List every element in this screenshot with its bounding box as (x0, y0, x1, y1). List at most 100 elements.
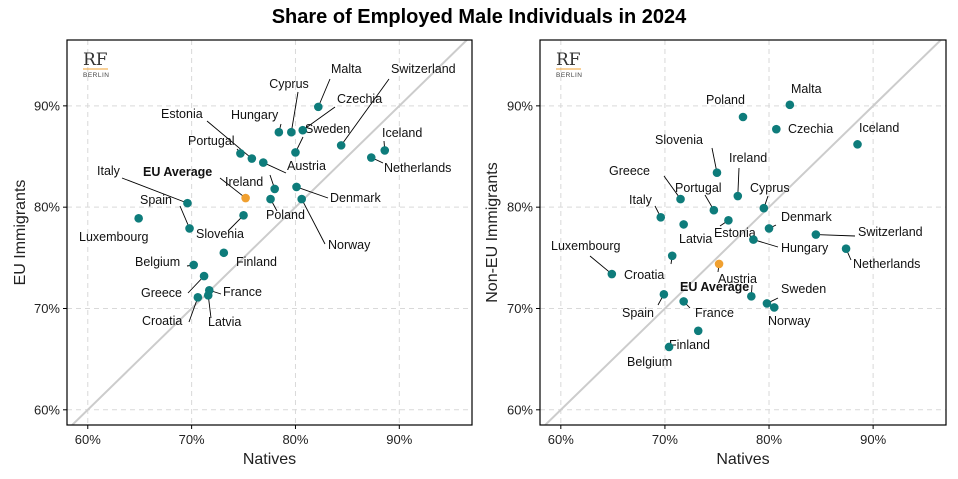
y-tick-label: 70% (507, 301, 533, 316)
data-point-iceland (853, 140, 862, 149)
point-label-france: France (695, 306, 734, 320)
point-label-denmark: Denmark (330, 191, 381, 205)
x-tick-label: 60% (548, 432, 574, 447)
point-label-belgium: Belgium (627, 355, 672, 369)
point-label-finland: Finland (669, 338, 710, 352)
data-point-cyprus (287, 127, 296, 137)
data-point-hungary (274, 127, 284, 137)
data-point-italy (656, 213, 666, 222)
data-point-switzerland (336, 141, 346, 150)
point-label-eu-average: EU Average (143, 165, 212, 179)
point-label-austria: Austria (718, 272, 757, 286)
leader-line-cyprus (290, 91, 299, 133)
leader-line-malta (317, 78, 331, 108)
data-point-ireland (733, 191, 743, 201)
point-label-netherlands: Netherlands (384, 161, 451, 175)
point-label-slovenia: Slovenia (655, 133, 703, 147)
point-label-sweden: Sweden (305, 122, 350, 136)
data-point-ireland (270, 184, 279, 194)
data-point-austria (258, 158, 268, 167)
y-tick-label: 90% (34, 98, 60, 113)
leader-line-denmark (296, 186, 329, 199)
x-tick-label: 90% (386, 432, 412, 447)
data-point-luxembourg (607, 269, 617, 279)
point-label-switzerland: Switzerland (858, 225, 923, 239)
diagonal-reference-line (71, 40, 468, 425)
point-label-iceland: Iceland (382, 126, 422, 140)
point-label-latvia: Latvia (208, 315, 241, 329)
data-point-italy (183, 198, 192, 208)
point-label-denmark: Denmark (781, 210, 832, 224)
data-point-denmark (292, 182, 301, 192)
point-label-spain: Spain (140, 193, 172, 207)
point-label-france: France (223, 285, 262, 299)
point-label-netherlands: Netherlands (853, 257, 920, 271)
data-point-finland (693, 326, 703, 336)
logo-text: RF (83, 50, 108, 70)
leader-line-greece (663, 175, 681, 200)
leader-line-czechia (302, 106, 336, 131)
y-tick-label: 70% (34, 301, 60, 316)
x-axis-title: Natives (243, 451, 296, 468)
point-label-italy: Italy (629, 193, 653, 207)
rf-berlin-logo: RF BERLIN (83, 50, 109, 79)
y-axis-title: EU Immigrants (12, 180, 29, 286)
chart-title: Share of Employed Male Individuals in 20… (272, 6, 687, 28)
point-label-iceland: Iceland (859, 121, 899, 135)
plot-frame (66, 39, 473, 426)
point-label-cyprus: Cyprus (269, 77, 309, 91)
logo-subtext: BERLIN (83, 72, 109, 79)
data-point-luxembourg (134, 214, 143, 223)
data-point-czechia (298, 125, 308, 135)
data-point-netherlands (841, 244, 851, 254)
point-label-portugal: Portugal (675, 181, 722, 195)
data-point-eu-average (714, 259, 724, 269)
left-panel-eu-immigrants: 60% 60% 70% 70% 80% 80% 90% 90% Natives EU Immigr… (12, 39, 473, 468)
data-point-norway (769, 303, 779, 312)
point-label-belgium: Belgium (135, 255, 180, 269)
x-tick-label: 90% (860, 432, 886, 447)
x-tick-label: 60% (75, 432, 101, 447)
x-axis-title: Natives (716, 451, 769, 468)
point-label-estonia: Estonia (161, 107, 203, 121)
data-point-greece (199, 271, 209, 281)
plot-frame (539, 39, 947, 426)
data-point-switzerland (811, 230, 821, 239)
rf-berlin-logo: RF BERLIN (556, 50, 582, 79)
data-point-spain (185, 224, 194, 233)
x-tick-label: 70% (652, 432, 678, 447)
data-point-latvia (679, 220, 688, 229)
y-tick-label: 80% (507, 200, 533, 215)
data-point-portugal (236, 149, 245, 158)
point-label-malta: Malta (331, 62, 362, 76)
point-label-estonia: Estonia (714, 226, 756, 240)
leader-line-switzerland (815, 234, 856, 237)
point-label-eu-average: EU Average (680, 280, 749, 294)
data-point-estonia (724, 216, 733, 225)
data-point-greece (676, 194, 685, 204)
data-point-hungary (749, 235, 758, 244)
data-point-belgium (664, 342, 674, 352)
data-point-denmark (764, 224, 774, 233)
data-point-estonia (247, 154, 257, 163)
point-label-latvia: Latvia (679, 232, 712, 246)
point-label-hungary: Hungary (231, 108, 279, 122)
leader-line-eu-average (219, 177, 246, 199)
point-label-croatia: Croatia (142, 314, 182, 328)
data-point-sweden (291, 148, 300, 157)
point-label-switzerland: Switzerland (391, 62, 456, 76)
point-label-malta: Malta (791, 82, 822, 96)
data-point-austria (747, 292, 756, 301)
logo-text: RF (556, 50, 581, 70)
data-point-netherlands (366, 153, 376, 162)
data-point-sweden (762, 299, 772, 308)
point-label-czechia: Czechia (337, 92, 382, 106)
diagonal-reference-line (544, 40, 942, 425)
right-panel-non-eu-immigrants: 60% 60% 70% 70% 80% 80% 90% 90% Natives Non-EU Im… (484, 39, 947, 468)
leader-line-norway (301, 198, 326, 245)
data-point-portugal (709, 205, 719, 215)
data-point-croatia (193, 293, 203, 302)
data-point-belgium (189, 260, 198, 270)
data-point-finland (219, 248, 229, 258)
